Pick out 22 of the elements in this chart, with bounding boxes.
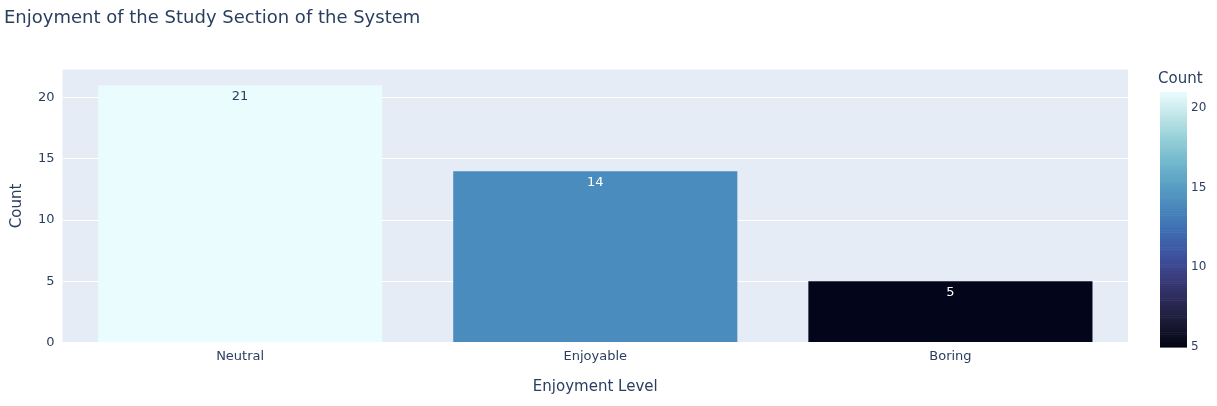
data-label: 5	[946, 284, 955, 300]
x-tick-label: Neutral	[216, 347, 265, 363]
bar	[808, 281, 1093, 342]
color-bar-title: Count	[1158, 69, 1203, 87]
y-tick-label: 0	[46, 333, 55, 349]
data-label: 21	[231, 88, 249, 104]
y-tick-label: 20	[38, 89, 55, 105]
color-bar-label: 15	[1191, 179, 1207, 194]
y-tick-label: 10	[38, 211, 55, 227]
x-tick-label: Enjoyable	[563, 347, 628, 363]
x-tick-label: Boring	[929, 347, 972, 363]
bar	[98, 85, 383, 342]
y-tick-label: 5	[46, 272, 55, 288]
chart-title: Enjoyment of the Study Section of the System	[4, 6, 421, 28]
y-tick-label: 15	[38, 150, 55, 166]
x-axis-title: Enjoyment Level	[532, 376, 658, 395]
color-bar-label: 20	[1191, 100, 1207, 115]
color-bar-label: 10	[1191, 259, 1207, 274]
color-bar-label: 5	[1191, 339, 1199, 354]
bar	[453, 171, 738, 342]
y-axis-title: Count	[6, 183, 25, 229]
data-label: 14	[587, 174, 604, 190]
